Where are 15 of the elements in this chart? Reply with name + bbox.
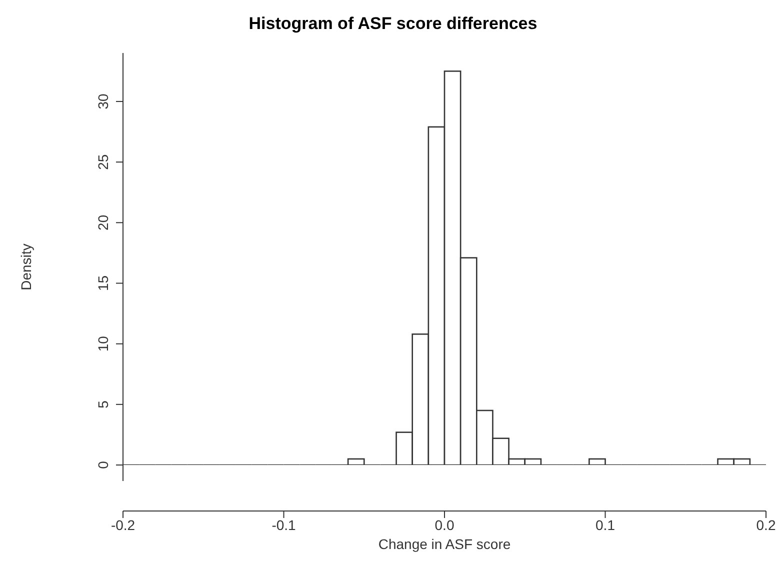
chart-title: Histogram of ASF score differences xyxy=(248,13,538,34)
y-tick-label: 20 xyxy=(95,214,111,230)
x-tick-label: -0.2 xyxy=(110,516,136,533)
x-axis-title: Change in ASF score xyxy=(377,536,512,552)
y-tick-label: 25 xyxy=(95,154,111,170)
y-tick-label: 5 xyxy=(95,400,111,408)
x-tick-label: 0.2 xyxy=(756,516,776,533)
x-tick-label: 0.0 xyxy=(434,516,454,533)
y-tick-label: 30 xyxy=(95,93,111,110)
y-tick-label: 0 xyxy=(95,460,111,469)
y-axis-title: Density xyxy=(18,244,34,290)
x-tick-label: 0.1 xyxy=(596,516,616,533)
x-tick-label: -0.1 xyxy=(272,516,296,533)
y-tick-label: 15 xyxy=(95,275,111,292)
y-tick-label: 10 xyxy=(95,336,111,352)
